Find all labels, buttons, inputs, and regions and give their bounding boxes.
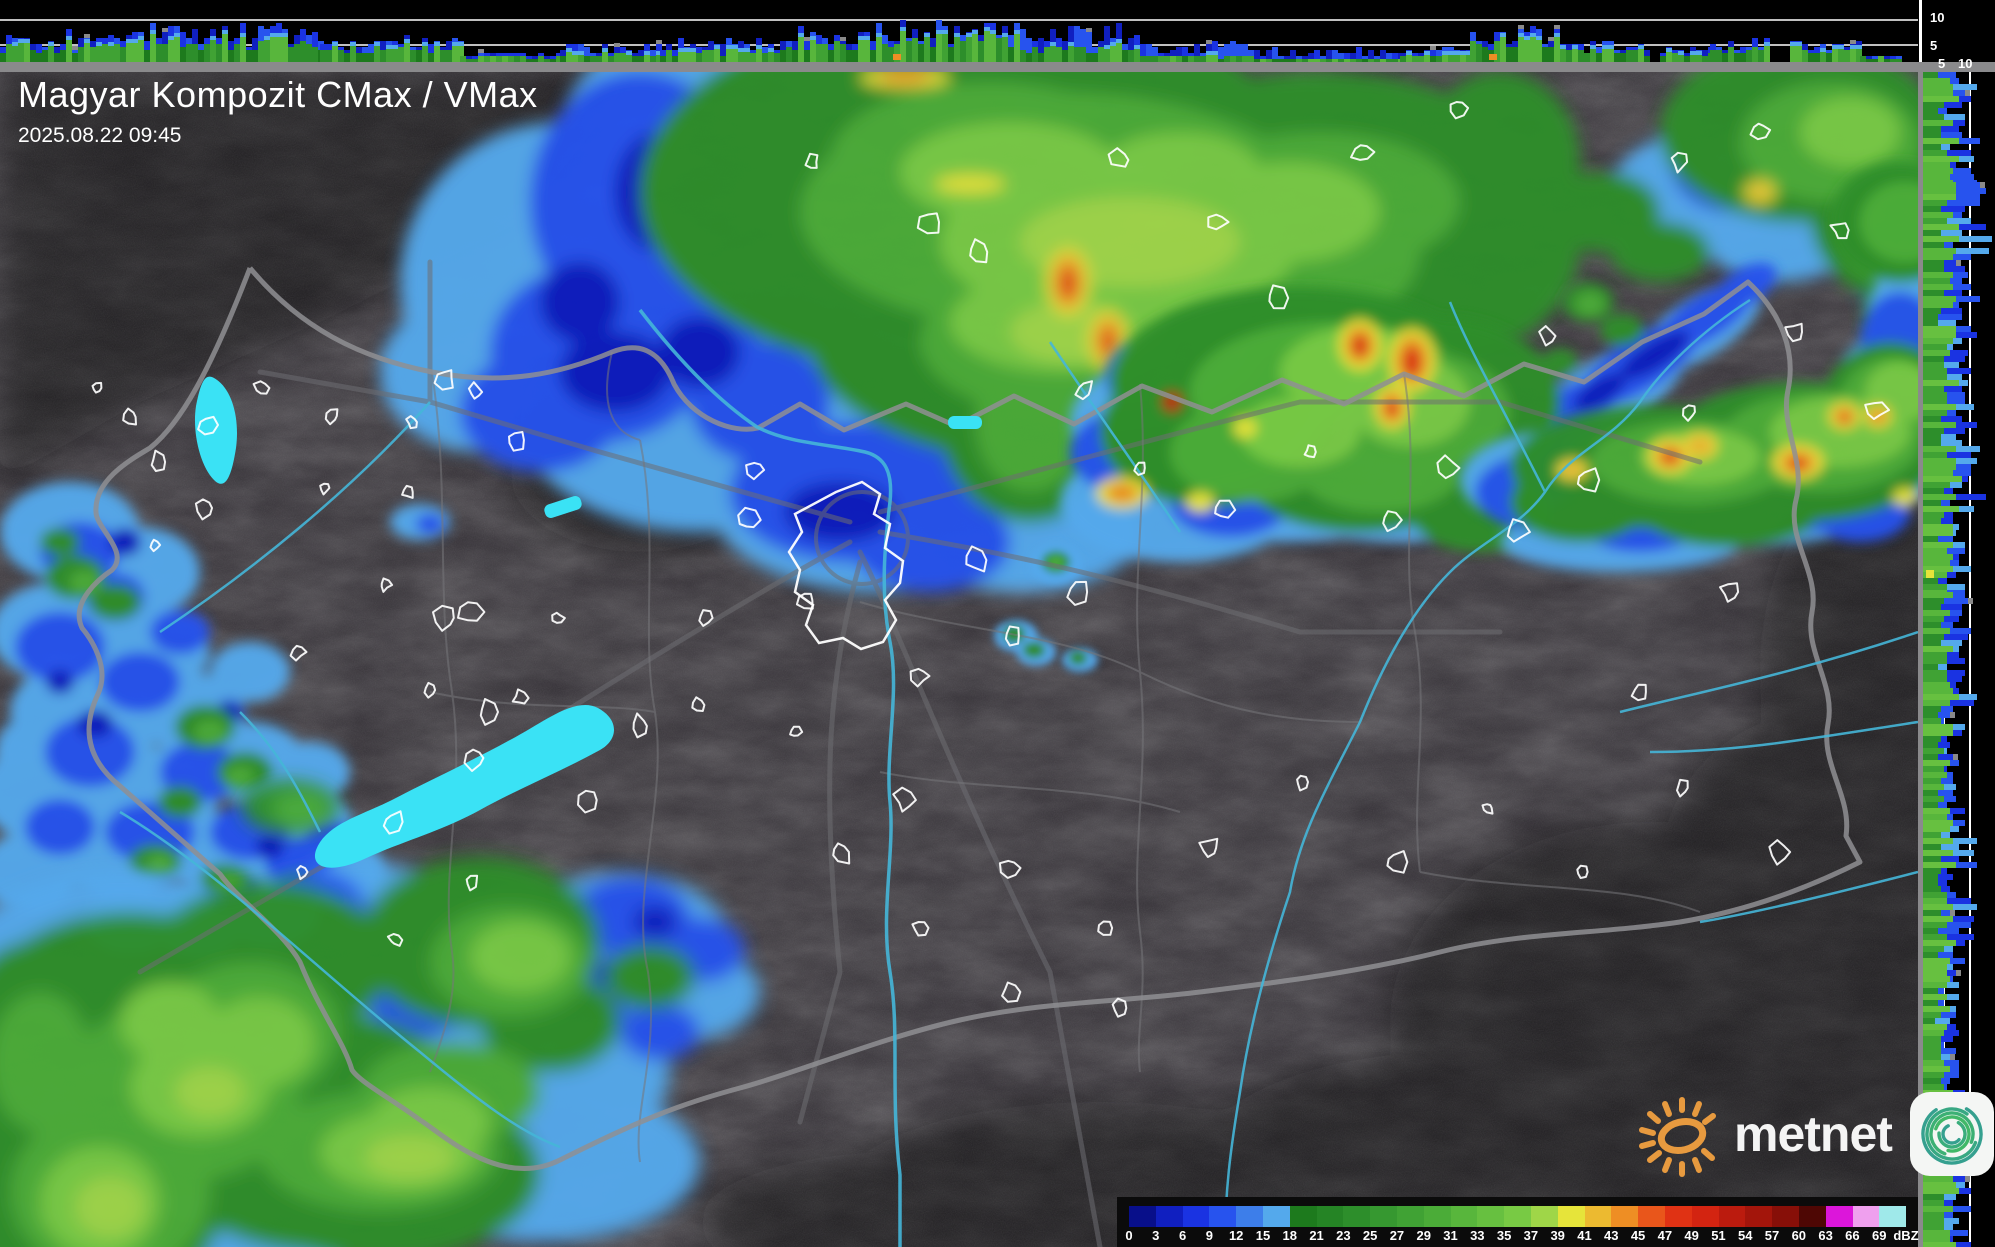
- dbz-tick-label: 66: [1845, 1228, 1860, 1243]
- dbz-tick-label: 45: [1630, 1228, 1646, 1243]
- dbz-tick-label: 54: [1738, 1228, 1753, 1243]
- radar-map-canvas: [0, 72, 1918, 1247]
- dbz-swatch: [1370, 1206, 1397, 1227]
- dbz-swatch: [1504, 1206, 1531, 1227]
- dbz-swatch: [1343, 1206, 1371, 1227]
- dbz-swatch: [1477, 1206, 1505, 1227]
- budapest-outline: [787, 480, 905, 651]
- top-axis-label-5: 5: [1930, 38, 1938, 53]
- lake-velence: [544, 496, 582, 518]
- dbz-swatch: [1262, 1206, 1290, 1227]
- logo-text: metnet: [1734, 1106, 1893, 1162]
- metnet-app-icon: [1909, 1092, 1994, 1176]
- metnet-logo: metnet: [1632, 1088, 1994, 1180]
- timestamp: 2025.08.22 09:45: [18, 124, 182, 147]
- dbz-swatch: [1879, 1206, 1907, 1227]
- dbz-tick-label: 33: [1470, 1228, 1485, 1243]
- dbz-swatch: [1798, 1206, 1826, 1227]
- dbz-swatch: [1155, 1206, 1183, 1227]
- dbz-swatch: [1691, 1206, 1719, 1227]
- dbz-swatch: [1664, 1206, 1692, 1227]
- spiral-icon: [1921, 1103, 1983, 1165]
- dbz-tick-label: 57: [1764, 1228, 1780, 1243]
- dbz-legend: 0 3 6 9 12 15 18 21 23 25 27 29 31 33 35 37 39 41 43 45 47 49…: [1117, 1197, 1919, 1247]
- dbz-tick-label: 69: [1871, 1228, 1887, 1243]
- dbz-tick-label: 18: [1282, 1228, 1297, 1243]
- lake-balaton: [314, 704, 614, 868]
- dbz-tick-label: 39: [1550, 1228, 1565, 1243]
- dbz-tick-label: 15: [1255, 1228, 1271, 1243]
- dbz-swatch: [1638, 1206, 1665, 1227]
- dbz-swatch: [1852, 1206, 1880, 1227]
- dbz-tick-label: 3: [1152, 1228, 1160, 1243]
- top-profile-axis: 10 5: [1922, 0, 1995, 62]
- dbz-tick-label: 25: [1362, 1228, 1378, 1243]
- dbz-tick-label: 0: [1125, 1228, 1133, 1243]
- dbz-tick-label: 29: [1416, 1228, 1431, 1243]
- right-axis-label-10: 10: [1958, 56, 1973, 71]
- dbz-tick-label: 43: [1604, 1228, 1619, 1243]
- dbz-tick-label: 51: [1711, 1228, 1726, 1243]
- dbz-swatch: [1236, 1206, 1263, 1227]
- dbz-tick-label: 27: [1389, 1228, 1405, 1243]
- dbz-swatch: [1584, 1206, 1612, 1227]
- dbz-swatch: [1182, 1206, 1210, 1227]
- dbz-tick-label: 60: [1791, 1228, 1807, 1243]
- radar-map: [0, 72, 1918, 1247]
- dbz-colorbar: [1129, 1206, 1907, 1227]
- right-axis-label-5: 5: [1938, 56, 1946, 71]
- dbz-swatch: [1557, 1206, 1585, 1227]
- dbz-tick-label: 21: [1309, 1228, 1324, 1243]
- dbz-swatch: [1316, 1206, 1344, 1227]
- dbz-tick-label: 47: [1657, 1228, 1673, 1243]
- dbz-swatch: [1450, 1206, 1478, 1227]
- dbz-swatch: [1772, 1206, 1799, 1227]
- lake-ferto: [194, 376, 238, 484]
- top-height-profile: [0, 0, 1918, 62]
- top-profile-axis-line: [1919, 0, 1922, 62]
- dbz-swatch: [1396, 1206, 1424, 1227]
- lake-tisza: [948, 416, 982, 429]
- sun-icon: [1639, 1097, 1716, 1177]
- dbz-tick-label: 23: [1336, 1228, 1351, 1243]
- dbz-swatch: [1611, 1206, 1639, 1227]
- dbz-tick-label: 49: [1684, 1228, 1699, 1243]
- dbz-swatch: [1718, 1206, 1746, 1227]
- dbz-swatch: [1825, 1206, 1853, 1227]
- top-axis-label-10: 10: [1930, 10, 1945, 25]
- frame-divider-vertical: [1918, 62, 1923, 1247]
- dbz-swatch: [1289, 1206, 1317, 1227]
- title-block: Magyar Kompozit CMax / VMax 2025.08.22 0…: [18, 74, 538, 148]
- dbz-tick-label: 31: [1443, 1228, 1458, 1243]
- dbz-swatch: [1745, 1206, 1773, 1227]
- dbz-tick-label: 37: [1523, 1228, 1539, 1243]
- dbz-tick-label: 12: [1228, 1228, 1244, 1243]
- dbz-swatch: [1209, 1206, 1237, 1227]
- dbz-tick-label: 35: [1496, 1228, 1512, 1243]
- country-border: [76, 266, 1863, 1171]
- dbz-swatch: [1423, 1206, 1451, 1227]
- page-title: Magyar Kompozit CMax / VMax: [18, 74, 538, 115]
- lakes: [194, 376, 982, 868]
- right-height-profile: [1923, 72, 1995, 1247]
- dbz-tick-label: 9: [1205, 1228, 1213, 1243]
- rivers: [119, 298, 1918, 1247]
- dbz-tick-label: dBZ: [1893, 1228, 1919, 1243]
- frame-divider-horizontal: [0, 62, 1995, 72]
- dbz-tick-label: 41: [1577, 1228, 1592, 1243]
- settlement-outlines: [91, 101, 1890, 1018]
- dbz-swatch: [1129, 1206, 1156, 1227]
- dbz-tick-label: 63: [1818, 1228, 1833, 1243]
- dbz-swatch: [1530, 1206, 1558, 1227]
- dbz-tick-label: 6: [1178, 1228, 1187, 1243]
